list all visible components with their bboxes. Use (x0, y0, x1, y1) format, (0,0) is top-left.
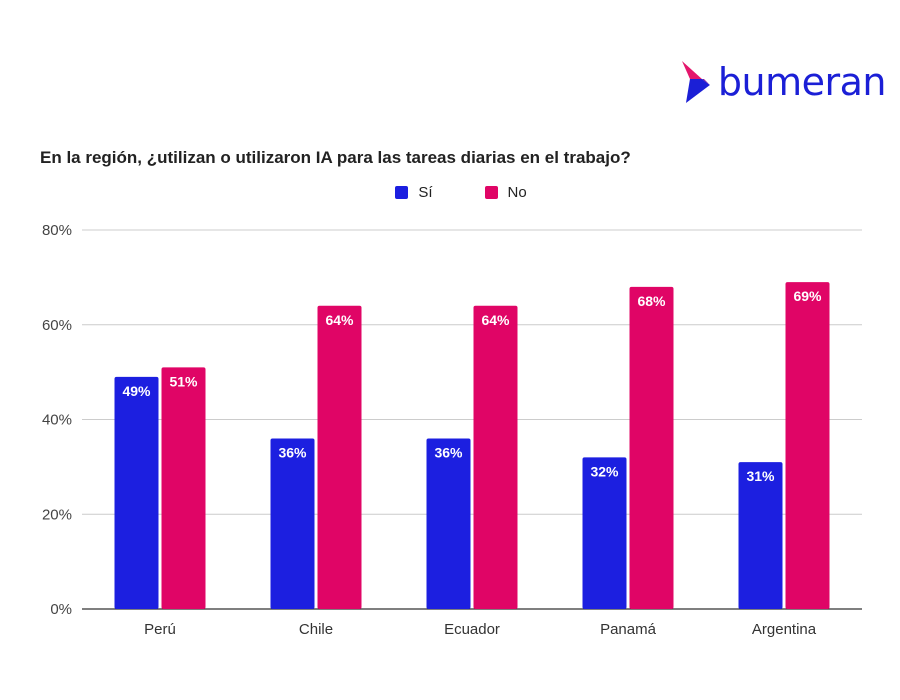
chart-title: En la región, ¿utilizan o utilizaron IA … (40, 148, 631, 167)
data-label: 64% (481, 312, 510, 328)
data-label: 69% (793, 288, 822, 304)
legend-item-si: Sí (395, 184, 433, 201)
bumeran-logo-icon (681, 61, 710, 103)
y-tick-label: 60% (42, 317, 72, 334)
legend-label-no: No (507, 184, 527, 201)
data-label: 51% (169, 373, 198, 389)
bar-no (629, 286, 674, 609)
data-label: 64% (325, 312, 354, 328)
bar-si (270, 438, 315, 609)
legend-swatch-si (395, 186, 409, 199)
legend-item-no: No (484, 184, 527, 201)
x-tick-label: Panamá (600, 621, 657, 638)
y-tick-label: 80% (42, 222, 72, 239)
data-label: 36% (434, 444, 463, 460)
legend-swatch-no (484, 186, 498, 199)
x-tick-label: Ecuador (444, 621, 500, 638)
legend: Sí No (0, 184, 900, 201)
bar-si (426, 438, 471, 609)
y-tick-label: 0% (50, 601, 72, 618)
bar-no (473, 305, 518, 609)
data-label: 49% (122, 383, 151, 399)
bar-no (161, 367, 206, 609)
bar-no (317, 305, 362, 609)
data-label: 31% (746, 468, 775, 484)
bar-si (582, 457, 627, 609)
bar-si (114, 376, 159, 609)
bumeran-logo: bumeran (676, 52, 887, 112)
y-tick-label: 40% (42, 412, 72, 429)
x-tick-label: Argentina (752, 621, 817, 638)
x-tick-label: Perú (144, 621, 176, 638)
data-label: 36% (278, 444, 307, 460)
x-tick-label: Chile (299, 621, 333, 638)
legend-label-si: Sí (418, 184, 433, 201)
data-label: 68% (637, 293, 666, 309)
data-label: 32% (590, 463, 619, 479)
bar-si (738, 462, 783, 609)
bar-no (785, 282, 830, 609)
brand-name: bumeran (717, 60, 887, 104)
y-tick-label: 20% (42, 506, 72, 523)
